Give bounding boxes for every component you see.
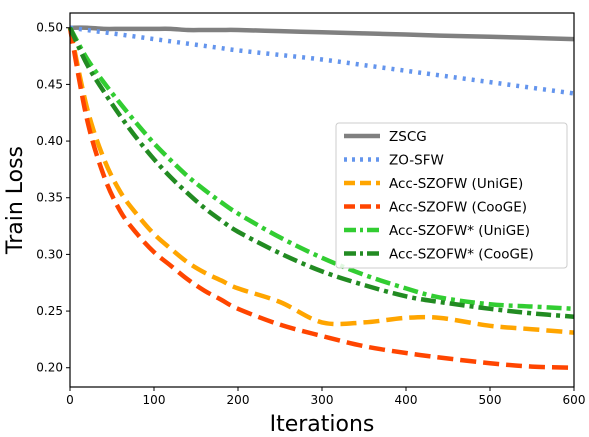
x-tick-label: 600 xyxy=(563,393,586,407)
y-axis-title: Train Loss xyxy=(3,146,28,255)
y-tick-label: 0.30 xyxy=(36,247,63,261)
x-tick-label: 200 xyxy=(227,393,250,407)
legend-items: ZSCG ZO-SFW Acc-SZOFW (UniGE) Acc-SZOFW (Co… xyxy=(344,129,534,263)
x-tick-label: 0 xyxy=(66,393,74,407)
series-line-1 xyxy=(69,25,575,42)
legend-box xyxy=(335,122,568,269)
legend: ZSCG ZO-SFW Acc-SZOFW (UniGE) Acc-SZOFW (Co… xyxy=(335,122,568,269)
x-tick-label: 500 xyxy=(479,393,502,407)
x-tick-label: 300 xyxy=(311,393,334,407)
legend-label-1: ZSCG xyxy=(389,129,427,145)
x-axis-title: Iterations xyxy=(270,412,375,437)
legend-label-2: ZO-SFW xyxy=(389,153,444,169)
legend-label-6: Acc-SZOFW* (CooGE) xyxy=(389,247,534,263)
series-layer xyxy=(67,25,575,370)
series-line-3 xyxy=(67,27,575,335)
x-tick-label: 400 xyxy=(395,393,418,407)
legend-label-3: Acc-SZOFW (UniGE) xyxy=(389,176,523,192)
series-line-4 xyxy=(67,27,575,370)
series-line-5 xyxy=(68,26,575,312)
y-tick-label: 0.35 xyxy=(36,191,63,205)
y-tick-label: 0.45 xyxy=(36,77,63,91)
y-tick-label: 0.25 xyxy=(36,304,63,318)
y-tick-label: 0.50 xyxy=(36,21,63,35)
x-axis: 0 100 200 300 400 500 600 xyxy=(66,387,585,407)
y-tick-label: 0.20 xyxy=(36,361,63,375)
legend-label-4: Acc-SZOFW (CooGE) xyxy=(389,200,527,216)
x-tick-label: 100 xyxy=(143,393,166,407)
y-tick-label: 0.40 xyxy=(36,134,63,148)
legend-label-5: Acc-SZOFW* (UniGE) xyxy=(389,223,530,239)
y-axis: 0.20 0.25 0.30 0.35 0.40 0.45 0.50 xyxy=(36,21,70,375)
